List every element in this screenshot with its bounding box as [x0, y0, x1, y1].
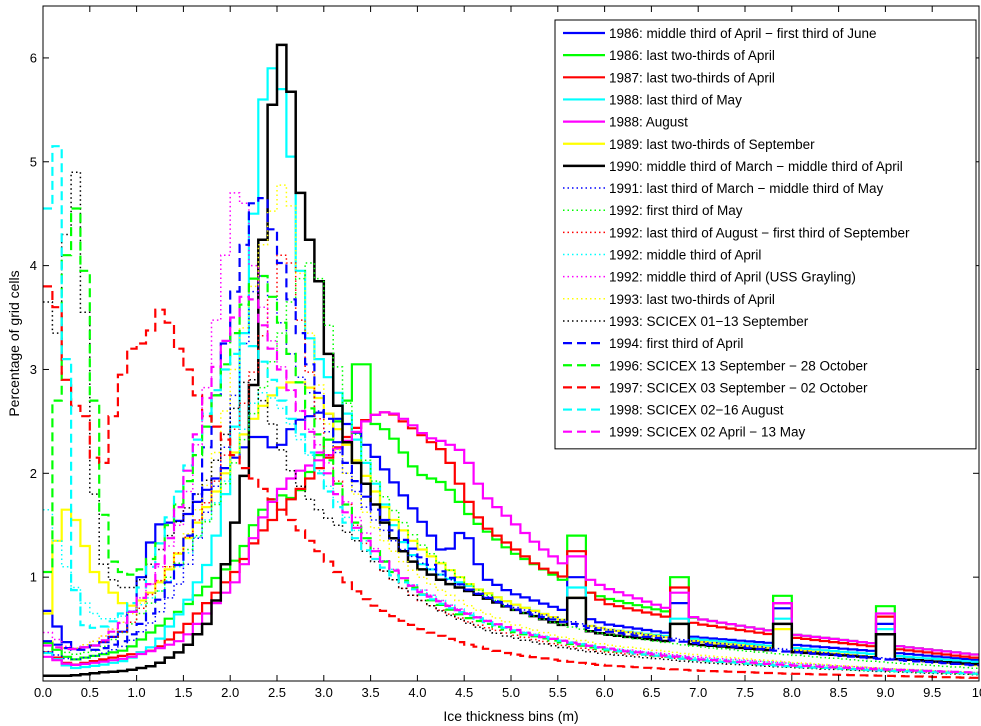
legend-entry: 1987: last two-thirds of April	[609, 70, 775, 85]
y-tick-label: 4	[30, 258, 37, 273]
x-tick-label: 7.0	[689, 685, 707, 700]
x-tick-label: 5.5	[549, 685, 567, 700]
x-tick-label: 5.0	[502, 685, 520, 700]
legend-entry: 1988: last third of May	[609, 92, 742, 107]
y-axis-title: Percentage of grid cells	[6, 270, 22, 416]
legend-entry: 1986: last two-thirds of April	[609, 48, 775, 63]
x-tick-label: 9.5	[923, 685, 941, 700]
x-tick-label: 8.5	[830, 685, 848, 700]
x-tick-label: 4.5	[455, 685, 473, 700]
legend-entry: 1993: SCICEX 01−13 September	[609, 314, 809, 329]
x-tick-label: 8.0	[783, 685, 801, 700]
legend-entry: 1993: last two-thirds of April	[609, 292, 775, 307]
legend-entry: 1992: last third of August − first third…	[609, 225, 910, 240]
legend-entry: 1989: last two-thirds of September	[609, 137, 815, 152]
legend-entry: 1992: middle third of April (USS Graylin…	[609, 270, 856, 285]
legend-box	[554, 19, 977, 450]
x-tick-label: 3.0	[315, 685, 333, 700]
y-tick-label: 5	[30, 154, 37, 169]
legend-entry: 1986: middle third of April − first thir…	[609, 26, 877, 41]
x-tick-label: 9.0	[876, 685, 894, 700]
legend-entry: 1990: middle third of March − middle thi…	[609, 159, 903, 174]
y-tick-label: 6	[30, 50, 37, 65]
series-line-2	[43, 411, 979, 666]
x-tick-label: 1.5	[174, 685, 192, 700]
x-tick-label: 6.0	[596, 685, 614, 700]
series-line-18	[43, 295, 979, 674]
legend-entry: 1994: first third of April	[609, 336, 743, 351]
x-tick-label: 2.5	[268, 685, 286, 700]
axes: 0.0 0.5 1.0 1.5 2.0 2.5 3.0 3.5 4.0 4.5 5.0 5.5 6.0 6…	[30, 5, 981, 700]
legend-entry: 1996: SCICEX 13 September − 28 October	[609, 358, 868, 373]
legend-entry: 1988: August	[609, 115, 688, 130]
legend-entry: 1998: SCICEX 02−16 August	[609, 403, 784, 418]
legend: 1986: middle third of April − first thir…	[554, 19, 977, 450]
series-line-0	[43, 411, 979, 661]
y-tick-label: 1	[30, 570, 37, 585]
y-tick-label: 3	[30, 362, 37, 377]
legend-entry: 1992: first third of May	[609, 203, 743, 218]
legend-entry: 1991: last third of March − middle third…	[609, 181, 884, 196]
x-tick-label: 0.5	[81, 685, 99, 700]
x-tick-label: 7.5	[736, 685, 754, 700]
x-tick-label: 0.0	[34, 685, 52, 700]
series-line-4	[43, 411, 979, 666]
x-axis-title: Ice thickness bins (m)	[443, 708, 578, 724]
legend-entry: 1992: middle third of April	[609, 248, 761, 263]
y-tick-label: 2	[30, 466, 37, 481]
x-tick-label: 3.5	[362, 685, 380, 700]
x-tick-label: 10	[972, 685, 981, 700]
x-tick-label: 4.0	[408, 685, 426, 700]
x-tick-label: 6.5	[642, 685, 660, 700]
series-line-14	[43, 197, 979, 667]
legend-entry: 1997: SCICEX 03 September − 02 October	[609, 380, 868, 395]
plot-area	[43, 43, 979, 679]
x-tick-label: 2.0	[221, 685, 239, 700]
x-tick-label: 1.0	[128, 685, 146, 700]
legend-entry: 1999: SCICEX 02 April − 13 May	[609, 425, 805, 440]
